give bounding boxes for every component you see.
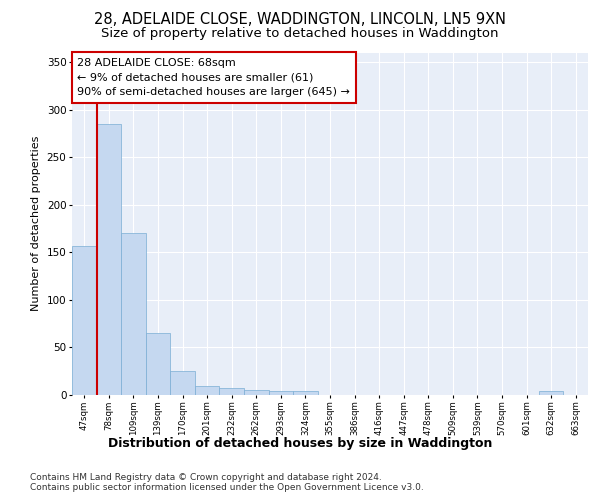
Bar bbox=[220, 388, 244, 395]
Bar bbox=[195, 386, 220, 395]
Bar bbox=[244, 390, 269, 395]
Bar bbox=[170, 371, 195, 395]
Text: Contains HM Land Registry data © Crown copyright and database right 2024.: Contains HM Land Registry data © Crown c… bbox=[30, 472, 382, 482]
Bar bbox=[72, 246, 97, 395]
Bar bbox=[293, 391, 318, 395]
Bar bbox=[97, 124, 121, 395]
Bar bbox=[146, 333, 170, 395]
Text: Size of property relative to detached houses in Waddington: Size of property relative to detached ho… bbox=[101, 28, 499, 40]
Bar bbox=[121, 234, 146, 395]
Bar bbox=[269, 391, 293, 395]
Text: 28 ADELAIDE CLOSE: 68sqm
← 9% of detached houses are smaller (61)
90% of semi-de: 28 ADELAIDE CLOSE: 68sqm ← 9% of detache… bbox=[77, 58, 350, 97]
Y-axis label: Number of detached properties: Number of detached properties bbox=[31, 136, 41, 312]
Text: Distribution of detached houses by size in Waddington: Distribution of detached houses by size … bbox=[108, 438, 492, 450]
Text: 28, ADELAIDE CLOSE, WADDINGTON, LINCOLN, LN5 9XN: 28, ADELAIDE CLOSE, WADDINGTON, LINCOLN,… bbox=[94, 12, 506, 28]
Bar bbox=[539, 391, 563, 395]
Text: Contains public sector information licensed under the Open Government Licence v3: Contains public sector information licen… bbox=[30, 484, 424, 492]
